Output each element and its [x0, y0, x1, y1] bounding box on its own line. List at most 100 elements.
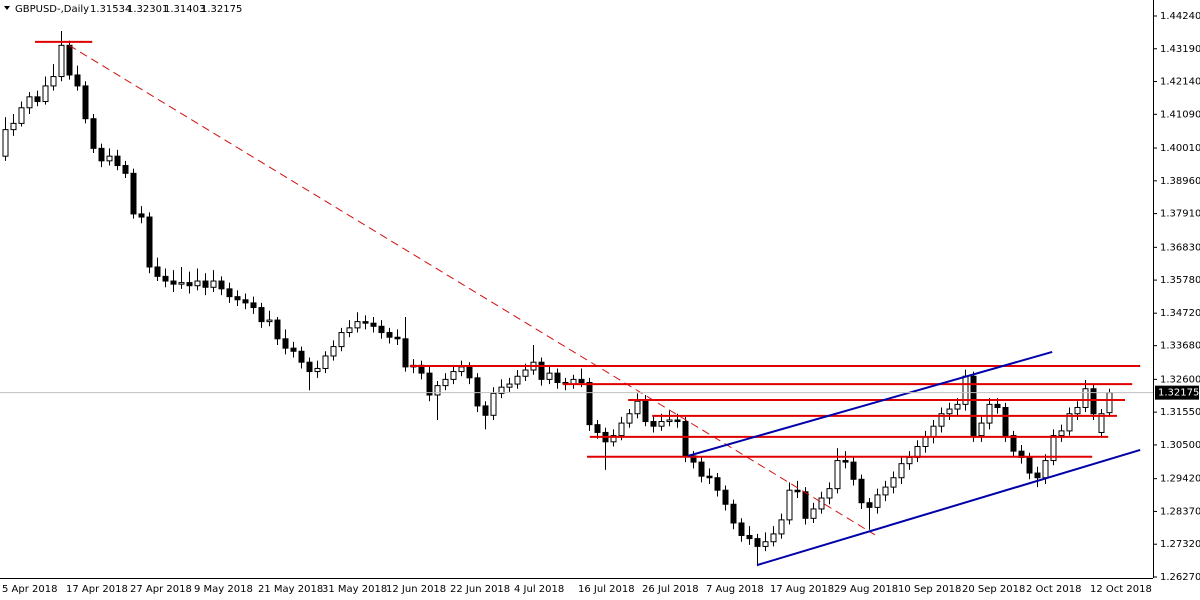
candle-body — [282, 338, 289, 349]
candle-body — [1106, 392, 1113, 414]
x-tick-label: 9 May 2018 — [194, 584, 253, 595]
candle-body — [10, 122, 17, 131]
y-tick-label: 1.34720 — [1160, 308, 1200, 319]
y-tick-label: 1.30500 — [1160, 440, 1200, 451]
candle-body — [106, 155, 113, 162]
candle-body — [586, 382, 593, 426]
candle-body — [842, 460, 849, 463]
candle-body — [978, 422, 985, 437]
candle-body — [146, 216, 153, 268]
x-tick-label: 22 Jun 2018 — [450, 584, 510, 595]
x-tick-label: 26 Jul 2018 — [642, 584, 699, 595]
candle-body — [130, 172, 137, 215]
y-tick-label: 1.44240 — [1160, 11, 1200, 22]
candle-body — [610, 435, 617, 443]
symbol: GBPUSD-,Daily — [15, 4, 89, 15]
candle-body — [922, 436, 929, 448]
candle-body — [122, 165, 129, 174]
candle-body — [874, 494, 881, 508]
candle-body — [546, 372, 553, 380]
candle-body — [970, 375, 977, 437]
candle-body — [234, 296, 241, 301]
header-close: 1.32175 — [201, 4, 242, 15]
candle-body — [474, 377, 481, 407]
candle-body — [778, 519, 785, 535]
candle-body — [1002, 406, 1009, 437]
candle-body — [650, 421, 657, 427]
candle-body — [58, 44, 65, 78]
candle-body — [722, 489, 729, 505]
y-tick-label: 1.27320 — [1160, 539, 1200, 550]
candle-body — [938, 413, 945, 427]
candle-body — [1026, 456, 1033, 474]
current-price-label: 1.32175 — [1158, 388, 1199, 399]
candle-body — [674, 419, 681, 423]
candle-body — [538, 361, 545, 380]
candle-body — [154, 266, 161, 277]
candle-body — [18, 107, 25, 124]
x-tick-label: 20 Sep 2018 — [962, 584, 1025, 595]
candle-body — [394, 336, 401, 340]
y-tick-label: 1.32600 — [1160, 374, 1200, 385]
y-tick-label: 1.35780 — [1160, 275, 1200, 286]
candle-body — [762, 541, 769, 547]
candle-body — [258, 307, 265, 323]
candle-body — [426, 372, 433, 396]
candle-body — [714, 477, 721, 491]
candle-body — [730, 503, 737, 524]
candle-body — [266, 319, 273, 323]
menu-arrow[interactable] — [4, 6, 10, 10]
candle-body — [330, 346, 337, 357]
candle-body — [370, 322, 377, 327]
candle-body — [994, 403, 1001, 408]
candle-body — [754, 538, 761, 547]
x-tick-label: 31 May 2018 — [322, 584, 387, 595]
candle-body — [226, 288, 233, 298]
y-tick-label: 1.28370 — [1160, 506, 1200, 517]
candle-body — [618, 422, 625, 437]
candle-body — [202, 280, 209, 288]
candle-body — [450, 371, 457, 380]
candle-body — [314, 367, 321, 373]
candle-body — [306, 361, 313, 373]
candle-body — [386, 332, 393, 338]
candle-body — [514, 375, 521, 385]
candle-body — [882, 486, 889, 496]
candle-body — [930, 425, 937, 438]
candle-body — [490, 392, 497, 416]
candle-body — [1010, 435, 1017, 452]
candle-body — [826, 488, 833, 499]
candle-body — [802, 491, 809, 519]
candle-body — [442, 378, 449, 387]
candle-body — [1058, 430, 1065, 437]
x-tick-label: 2 Oct 2018 — [1026, 584, 1081, 595]
y-tick-label: 1.42140 — [1160, 77, 1200, 88]
candle-body — [66, 44, 73, 76]
x-tick-label: 7 Aug 2018 — [706, 584, 764, 595]
candle-body — [210, 280, 217, 288]
x-tick-label: 17 Aug 2018 — [770, 584, 834, 595]
candle-body — [858, 478, 865, 504]
candle-body — [626, 413, 633, 424]
candle-body — [362, 321, 369, 324]
candle-body — [666, 419, 673, 423]
candle-body — [50, 76, 57, 87]
candle-body — [794, 489, 801, 493]
x-tick-label: 29 Aug 2018 — [834, 584, 898, 595]
candle-body — [834, 460, 841, 490]
candle-body — [634, 400, 641, 415]
candle-body — [42, 85, 49, 103]
candle-body — [186, 282, 193, 287]
candle-body — [250, 302, 257, 309]
candle-body — [1098, 413, 1105, 433]
x-tick-label: 10 Sep 2018 — [898, 584, 961, 595]
x-tick-label: 12 Oct 2018 — [1090, 584, 1152, 595]
candle-body — [1034, 472, 1041, 479]
y-tick-label: 1.26270 — [1160, 572, 1200, 583]
candle-body — [354, 321, 361, 329]
x-tick-label: 5 Apr 2018 — [2, 584, 57, 595]
candle-body — [698, 461, 705, 477]
candle-body — [218, 280, 225, 290]
